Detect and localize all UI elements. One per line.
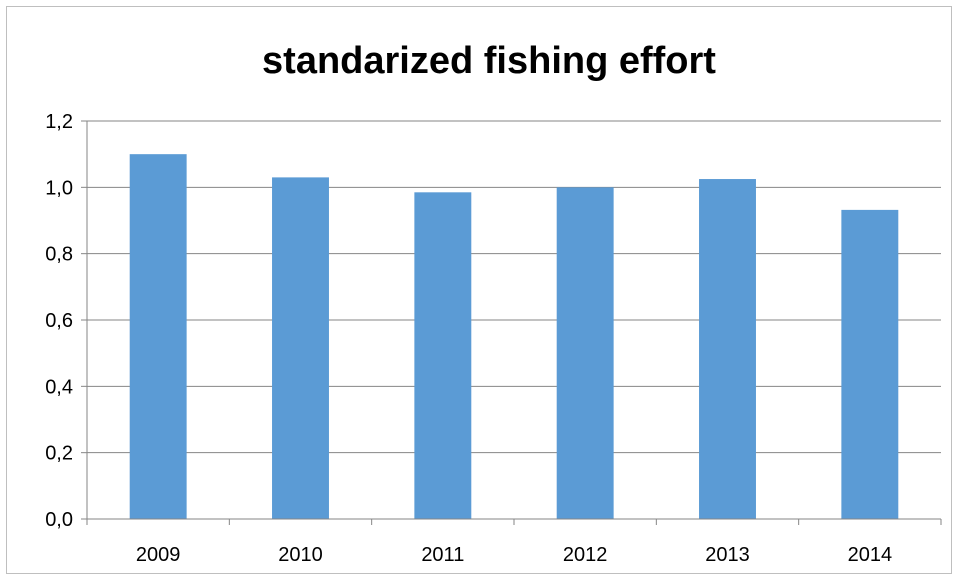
axes: [81, 120, 942, 525]
bar-2011: [414, 192, 472, 519]
x-tick-labels: 2009 2010 2011 2012 2013 2014: [136, 544, 892, 566]
x-tick-label: 2011: [421, 544, 464, 566]
bar-2013: [699, 179, 756, 519]
bar-2010: [272, 177, 329, 519]
chart-frame: standarized fishing effort 0,0 0,2 0,4 0,6 0…: [6, 6, 952, 574]
y-tick-label: 1,2: [45, 111, 73, 133]
y-tick-label: 0,8: [45, 244, 73, 266]
y-tick-label: 0,2: [45, 443, 73, 465]
x-tick-label: 2014: [848, 544, 893, 566]
x-tick-label: 2009: [136, 544, 181, 566]
bars: [129, 154, 899, 520]
y-tick-label: 0,6: [45, 310, 73, 332]
x-tick-label: 2013: [705, 544, 750, 566]
bar-2012: [556, 187, 614, 520]
y-tick-label: 0,0: [45, 509, 73, 531]
x-tick-label: 2010: [278, 544, 323, 566]
y-tick-label: 0,4: [45, 376, 73, 398]
x-tick-label: 2012: [563, 544, 608, 566]
bar-2014: [841, 209, 899, 520]
bar-2009: [129, 154, 187, 519]
chart-title: standarized fishing effort: [262, 40, 716, 82]
gridlines: [87, 120, 941, 454]
y-tick-labels: 0,0 0,2 0,4 0,6 0,8 1,0 1,2: [45, 111, 73, 531]
bar-chart: standarized fishing effort 0,00,20,40,60…: [45, 40, 942, 566]
y-tick-label: 1,0: [45, 177, 73, 199]
